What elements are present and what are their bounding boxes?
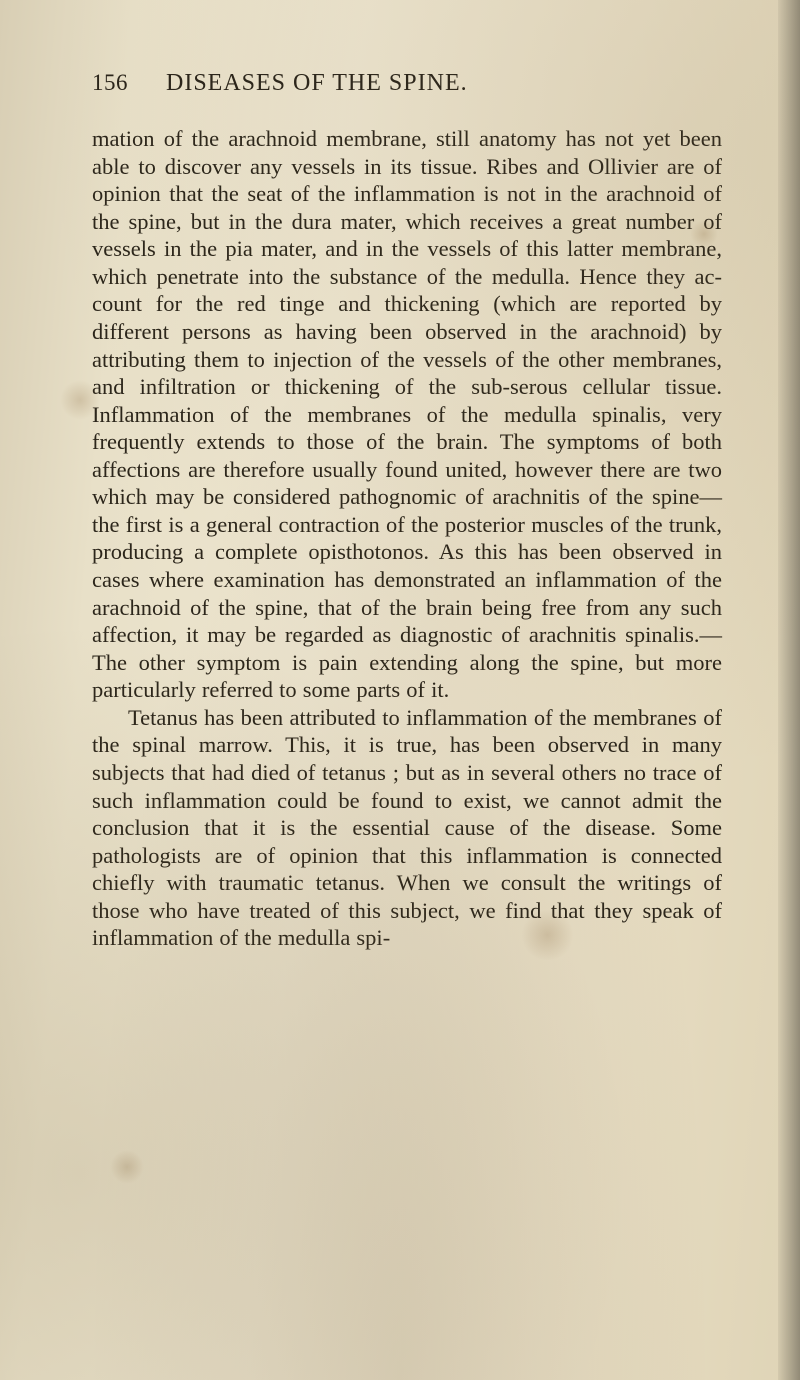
page-header: 156 DISEASES OF THE SPINE. [92,70,722,97]
paper-stain [110,1150,144,1184]
body-text-block: mation of the arachnoid membrane, still … [92,125,722,952]
scanned-page: 156 DISEASES OF THE SPINE. mation of the… [0,0,800,1380]
page-number: 156 [92,70,128,96]
paragraph-1: mation of the arachnoid membrane, still … [92,125,722,704]
running-title: DISEASES OF THE SPINE. [166,70,468,97]
paragraph-2: Tetanus has been attributed to inflammat… [92,704,722,952]
